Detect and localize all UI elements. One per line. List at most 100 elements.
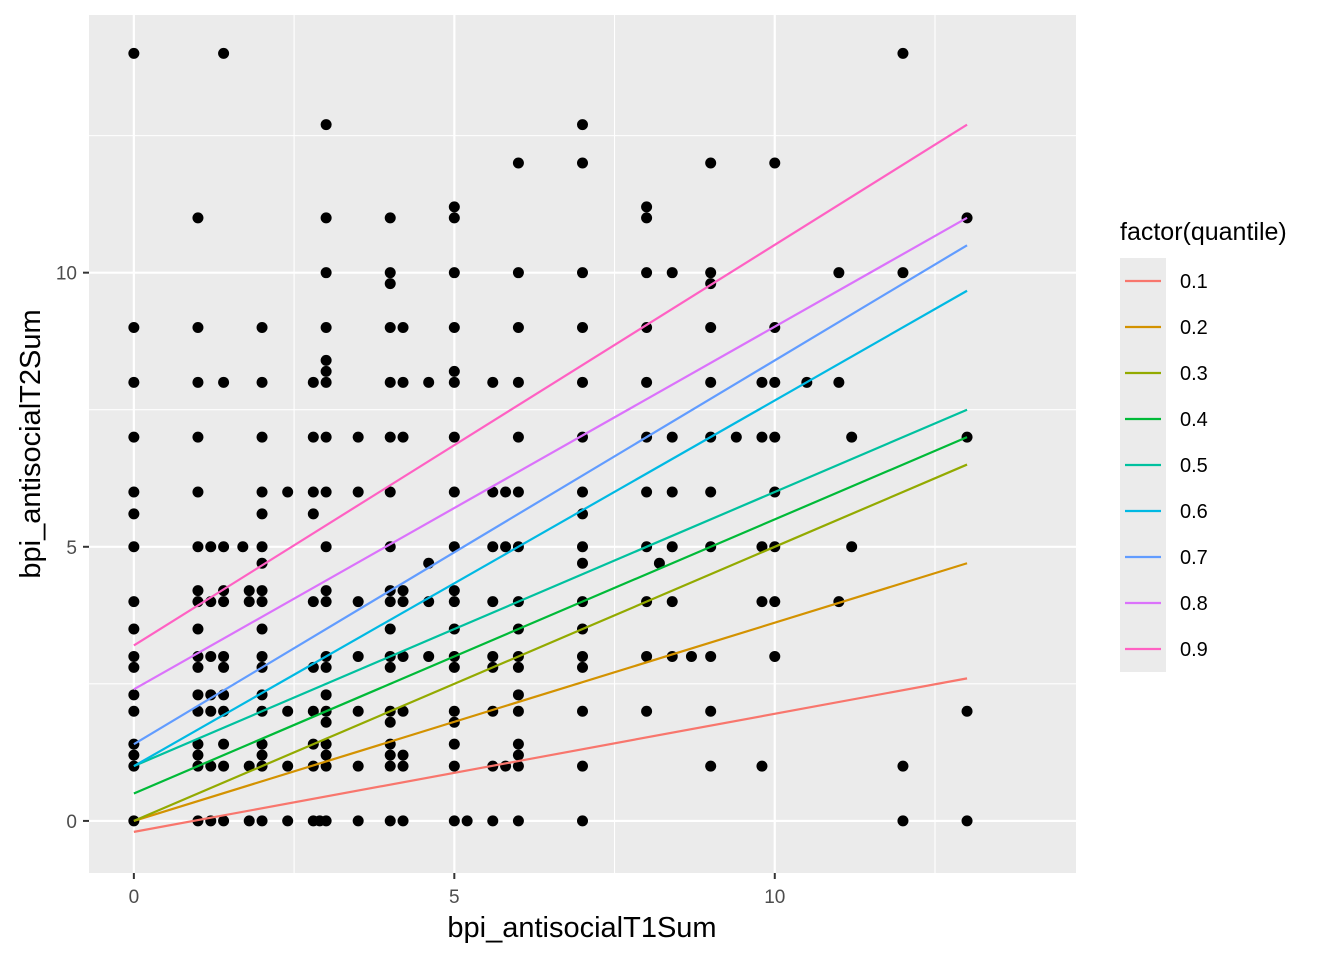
data-point	[577, 815, 588, 827]
data-point	[705, 267, 717, 279]
data-point	[500, 541, 512, 553]
data-point	[666, 596, 678, 608]
data-point	[961, 815, 973, 827]
data-point	[641, 321, 653, 333]
data-point	[448, 585, 460, 597]
data-point	[487, 541, 499, 553]
data-point	[352, 815, 364, 827]
data-point	[320, 321, 332, 333]
legend-label: 0.1	[1180, 271, 1208, 293]
data-point	[320, 815, 332, 827]
data-point	[128, 623, 140, 635]
data-point	[397, 749, 409, 761]
data-point	[205, 541, 217, 553]
data-point	[243, 585, 255, 597]
data-point	[128, 650, 140, 662]
data-point	[320, 486, 332, 498]
data-point	[397, 431, 409, 443]
data-point	[128, 596, 140, 608]
plot-panel	[89, 15, 1076, 873]
data-point	[653, 557, 665, 569]
data-point	[397, 760, 409, 772]
data-point	[961, 705, 973, 717]
data-point	[577, 557, 588, 569]
y-axis: 0 5 10	[56, 264, 89, 833]
data-point	[218, 661, 230, 673]
data-point	[205, 705, 217, 717]
data-point	[282, 815, 294, 827]
data-point	[756, 760, 768, 772]
data-point	[192, 212, 204, 224]
data-point	[128, 321, 140, 333]
data-point	[397, 705, 409, 717]
quantile-line-0.9	[133, 123, 968, 647]
data-point	[320, 541, 332, 553]
data-point	[384, 596, 396, 608]
x-axis-title: bpi_antisocialT1Sum	[447, 912, 716, 944]
data-point	[512, 749, 524, 761]
data-point	[218, 541, 230, 553]
data-point	[512, 431, 524, 443]
legend-title: factor(quantile)	[1120, 218, 1287, 246]
data-point	[384, 321, 396, 333]
data-point	[448, 201, 460, 213]
data-point	[756, 596, 768, 608]
quantile-line-0.3	[133, 463, 968, 822]
data-point	[448, 486, 460, 498]
data-point	[320, 119, 332, 131]
quantile-line-0.8	[133, 216, 968, 691]
data-point	[256, 585, 268, 597]
data-point	[397, 376, 409, 388]
x-axis: 0 5 10	[129, 873, 785, 908]
data-point	[192, 376, 204, 388]
data-point	[192, 661, 204, 673]
data-point	[448, 596, 460, 608]
legend: factor(quantile) 0.10.20.30.40.50.60.70.…	[1120, 218, 1287, 672]
data-point	[256, 431, 268, 443]
data-point	[192, 689, 204, 701]
data-point	[256, 738, 268, 750]
data-point	[448, 815, 460, 827]
data-point	[384, 716, 396, 728]
data-point	[577, 705, 588, 717]
data-point	[128, 749, 140, 761]
data-point	[577, 267, 588, 279]
data-point	[307, 376, 319, 388]
data-point	[352, 760, 364, 772]
data-point	[512, 267, 524, 279]
data-point	[897, 47, 909, 59]
data-point	[397, 596, 409, 608]
data-point	[705, 157, 717, 169]
data-point	[384, 815, 396, 827]
y-tick-label: 0	[66, 812, 77, 833]
data-point	[769, 157, 781, 169]
data-point	[577, 650, 588, 662]
data-point	[307, 486, 319, 498]
data-point	[487, 650, 499, 662]
data-point	[218, 376, 230, 388]
data-point	[833, 267, 845, 279]
data-point	[423, 376, 435, 388]
data-point	[577, 119, 588, 131]
data-point	[218, 47, 230, 59]
data-point	[384, 267, 396, 279]
data-point	[384, 486, 396, 498]
data-point	[320, 716, 332, 728]
data-point	[448, 661, 460, 673]
x-tick-label: 10	[764, 887, 785, 908]
data-point	[352, 650, 364, 662]
data-point	[666, 541, 678, 553]
data-point	[641, 267, 653, 279]
data-point	[448, 738, 460, 750]
data-point	[384, 431, 396, 443]
quantile-line-0.1	[133, 677, 968, 833]
data-point	[128, 508, 140, 520]
data-point	[500, 486, 512, 498]
data-point	[307, 705, 319, 717]
y-tick-label: 10	[56, 264, 77, 285]
data-point	[705, 486, 717, 498]
data-point	[641, 705, 653, 717]
data-point	[756, 376, 768, 388]
data-point	[307, 508, 319, 520]
